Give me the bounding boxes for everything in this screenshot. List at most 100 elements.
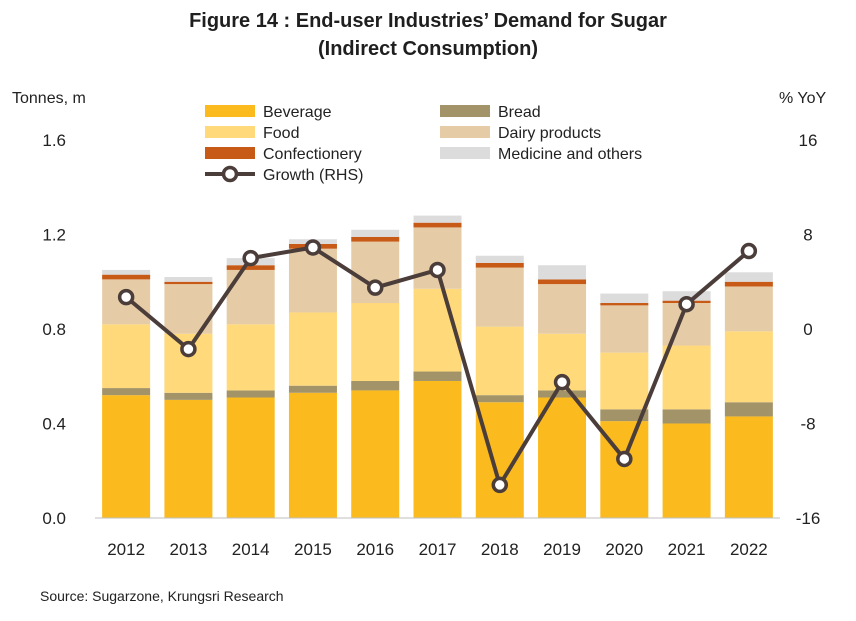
- bar-beverage-2012: [102, 395, 151, 518]
- bar-dairy-products-2019: [538, 284, 587, 334]
- chart-subtitle: (Indirect Consumption): [318, 38, 538, 60]
- legend-marker-growth: [221, 165, 239, 183]
- x-tick-label: 2014: [232, 540, 270, 559]
- bar-dairy-products-2014: [226, 269, 275, 325]
- x-tick-label: 2022: [730, 540, 768, 559]
- bar-confectionery-2018: [475, 262, 524, 268]
- bar-beverage-2021: [662, 423, 711, 518]
- right-tick-label: 16: [799, 131, 818, 150]
- legend-label-medicine-and-others: Medicine and others: [498, 146, 642, 163]
- bar-confectionery-2022: [724, 281, 773, 287]
- bar-food-2018: [475, 326, 524, 396]
- growth-point-2015: [304, 239, 322, 256]
- left-tick-label: 0.4: [42, 415, 66, 434]
- legend-swatch-confectionery: [205, 147, 255, 159]
- bar-dairy-products-2022: [724, 286, 773, 332]
- bar-medicine-and-others-2013: [164, 277, 213, 282]
- growth-point-2020: [616, 450, 633, 468]
- growth-point-2013: [180, 340, 197, 358]
- bar-confectionery-2013: [164, 281, 213, 285]
- x-tick-label: 2020: [605, 540, 643, 559]
- x-tick-label: 2016: [356, 540, 394, 559]
- right-axis-unit: % YoY: [779, 90, 827, 107]
- bar-bread-2013: [164, 392, 213, 400]
- bar-beverage-2013: [164, 399, 213, 518]
- bar-dairy-products-2017: [413, 227, 462, 289]
- left-tick-label: 1.2: [42, 226, 66, 245]
- bar-bread-2020: [600, 409, 649, 422]
- x-tick-label: 2012: [107, 540, 145, 559]
- bar-medicine-and-others-2016: [351, 229, 400, 237]
- bar-food-2020: [600, 352, 649, 410]
- bar-bread-2016: [351, 380, 400, 391]
- x-tick-label: 2019: [543, 540, 581, 559]
- bar-food-2022: [724, 331, 773, 403]
- bar-food-2015: [288, 312, 337, 386]
- x-tick-label: 2018: [481, 540, 519, 559]
- legend-swatch-food: [205, 126, 255, 138]
- bar-bread-2018: [475, 395, 524, 403]
- left-tick-label: 1.6: [42, 131, 66, 150]
- growth-point-2016: [366, 279, 384, 296]
- x-tick-label: 2017: [419, 540, 457, 559]
- bar-medicine-and-others-2018: [475, 255, 524, 263]
- x-tick-label: 2013: [169, 540, 207, 559]
- bar-food-2021: [662, 345, 711, 410]
- bar-dairy-products-2018: [475, 267, 524, 327]
- bar-confectionery-2017: [413, 222, 462, 228]
- growth-point-2019: [553, 373, 571, 391]
- bar-beverage-2015: [288, 392, 337, 518]
- bar-dairy-products-2020: [600, 305, 649, 353]
- bar-confectionery-2016: [351, 236, 400, 242]
- legend-label-beverage: Beverage: [263, 104, 332, 121]
- right-tick-label: -16: [796, 509, 821, 528]
- bar-food-2014: [226, 324, 275, 391]
- legend-swatch-dairy-products: [440, 126, 490, 138]
- right-tick-label: 0: [803, 320, 812, 339]
- legend-swatch-beverage: [205, 105, 255, 117]
- legend-label-bread: Bread: [498, 104, 541, 121]
- left-tick-label: 0.0: [42, 509, 66, 528]
- legend-swatch-bread: [440, 105, 490, 117]
- bar-medicine-and-others-2020: [600, 293, 649, 304]
- bar-bread-2012: [102, 388, 151, 396]
- legend-label-dairy-products: Dairy products: [498, 125, 601, 142]
- bar-confectionery-2019: [538, 279, 587, 285]
- growth-point-2017: [429, 261, 446, 279]
- bar-food-2012: [102, 324, 151, 389]
- legend-label-food: Food: [263, 125, 299, 142]
- x-tick-label: 2015: [294, 540, 332, 559]
- bar-medicine-and-others-2017: [413, 215, 462, 223]
- bar-beverage-2017: [413, 380, 462, 518]
- growth-point-2018: [491, 476, 509, 494]
- bar-medicine-and-others-2012: [102, 269, 151, 275]
- bar-bread-2014: [226, 390, 275, 398]
- bar-confectionery-2020: [600, 303, 649, 306]
- right-tick-label: 8: [803, 226, 812, 245]
- growth-point-2014: [242, 249, 259, 267]
- bar-beverage-2022: [724, 416, 773, 518]
- bar-bread-2017: [413, 371, 462, 381]
- x-tick-label: 2021: [668, 540, 706, 559]
- bar-bread-2019: [538, 390, 587, 398]
- growth-point-2012: [117, 288, 135, 306]
- bar-bread-2021: [662, 409, 711, 424]
- growth-point-2022: [740, 242, 758, 260]
- bar-medicine-and-others-2021: [662, 291, 711, 301]
- left-axis-unit: Tonnes, m: [12, 90, 86, 107]
- bar-medicine-and-others-2019: [538, 265, 587, 280]
- bar-confectionery-2014: [226, 265, 275, 270]
- bar-beverage-2016: [351, 390, 400, 518]
- growth-point-2021: [678, 295, 695, 313]
- legend-label-confectionery: Confectionery: [263, 146, 362, 163]
- left-tick-label: 0.8: [42, 320, 66, 339]
- source-note: Source: Sugarzone, Krungsri Research: [40, 588, 284, 604]
- bar-food-2016: [351, 303, 400, 381]
- bar-beverage-2014: [226, 397, 275, 518]
- legend-swatch-medicine-and-others: [440, 147, 490, 159]
- chart-title: Figure 14 : End-user Industries’ Demand …: [189, 10, 667, 32]
- bar-beverage-2019: [538, 397, 587, 518]
- bar-confectionery-2012: [102, 274, 151, 280]
- bar-bread-2022: [724, 402, 773, 417]
